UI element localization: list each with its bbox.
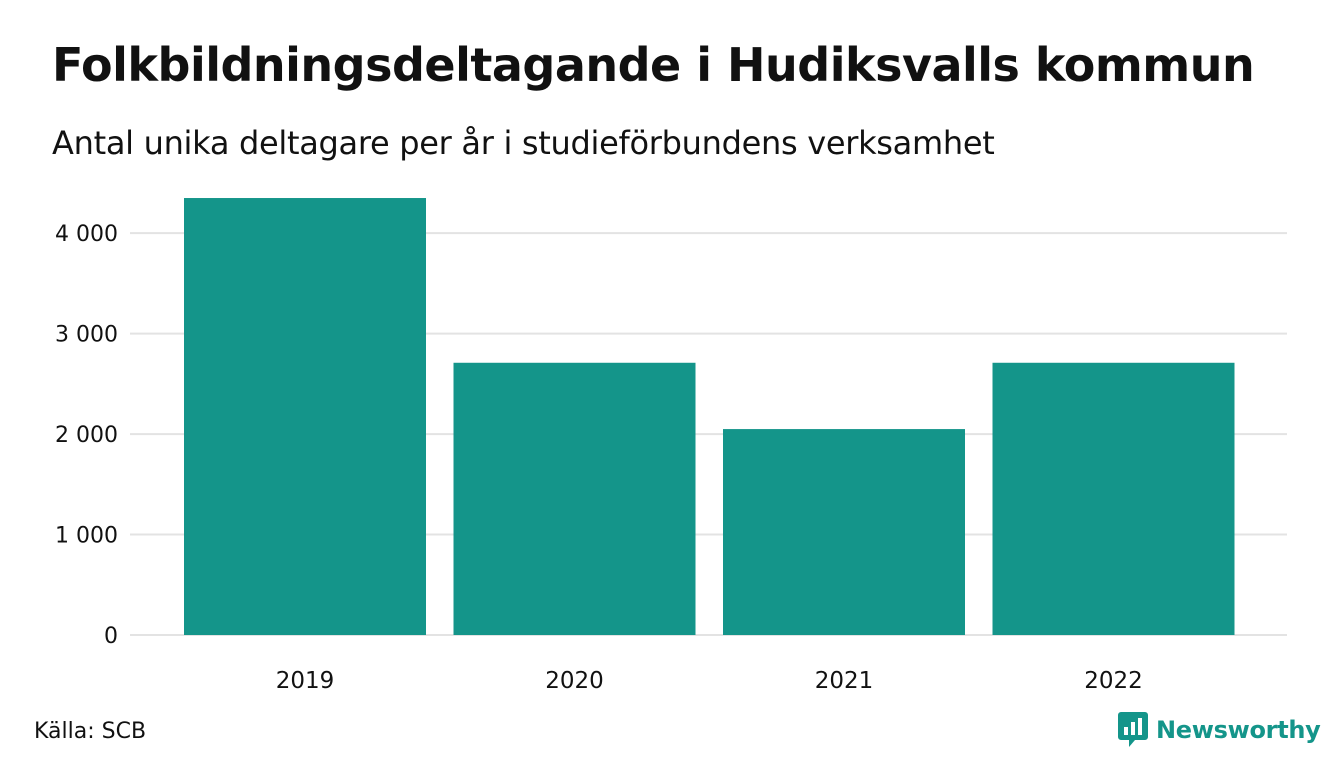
chart-subtitle: Antal unika deltagare per år i studieför… [52, 124, 995, 162]
y-tick-label: 4 000 [55, 222, 118, 247]
y-tick-label: 2 000 [55, 423, 118, 448]
x-tick-label: 2019 [276, 668, 335, 694]
brand-name: Newsworthy [1156, 716, 1321, 744]
bar-2022 [992, 362, 1235, 635]
x-tick-label: 2020 [545, 668, 604, 694]
y-tick-label: 0 [104, 624, 118, 649]
chart-title: Folkbildningsdeltagande i Hudiksvalls ko… [52, 38, 1255, 92]
x-tick-label: 2022 [1084, 668, 1143, 694]
bar-2021 [723, 429, 965, 635]
chart-speech-bubble-icon [1118, 712, 1148, 747]
bar-2020 [453, 362, 696, 635]
x-tick-label: 2021 [815, 668, 874, 694]
y-tick-label: 1 000 [55, 524, 118, 549]
bar-2019 [184, 198, 426, 636]
source-note: Källa: SCB [34, 719, 147, 744]
brand-logo: Newsworthy [1118, 712, 1321, 748]
y-tick-label: 3 000 [55, 323, 118, 348]
